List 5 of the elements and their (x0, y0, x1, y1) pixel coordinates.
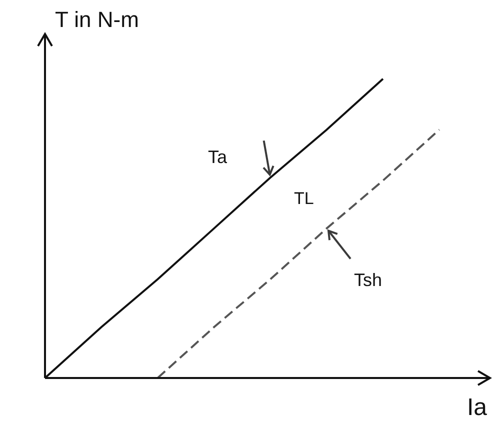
annotation: TL (294, 189, 314, 208)
text: Ta (208, 147, 228, 167)
x-axis-title: Ia (467, 394, 488, 421)
y-axis-title: T in N-m (55, 7, 139, 32)
text: Tsh (354, 270, 382, 290)
